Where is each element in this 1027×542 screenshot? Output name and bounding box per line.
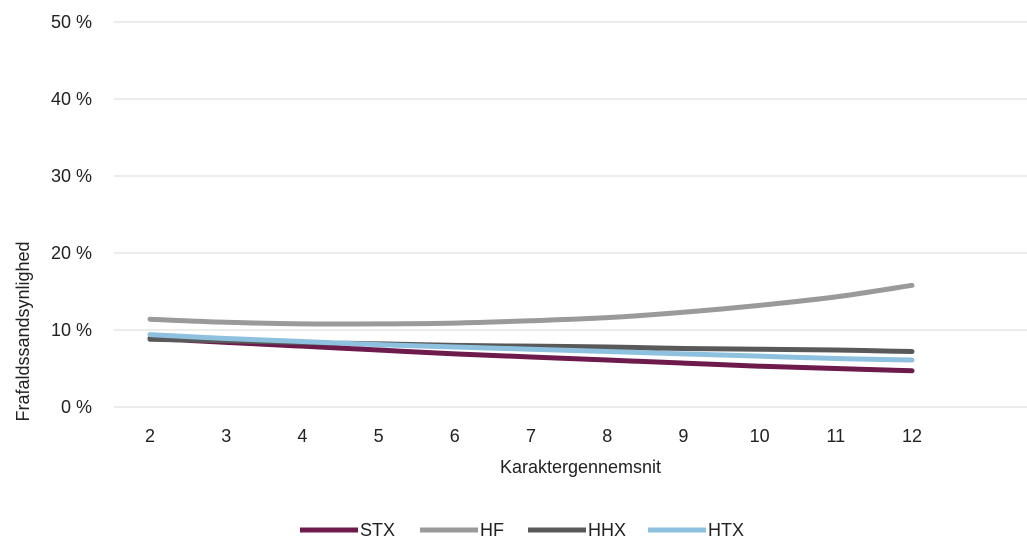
x-tick-label: 12 — [902, 426, 922, 446]
legend: STX HF HHX HTX — [300, 520, 744, 540]
y-axis-title: Frafaldssandsynlighed — [13, 241, 33, 421]
y-axis-ticks: 0 % 10 % 20 % 30 % 40 % 50 % — [51, 12, 92, 417]
series-line-htx — [147, 332, 915, 363]
x-tick-label: 8 — [602, 426, 612, 446]
x-axis-title: Karaktergennemsnit — [500, 457, 661, 477]
series-lines — [147, 282, 915, 374]
y-tick-label: 20 % — [51, 243, 92, 263]
x-tick-label: 5 — [374, 426, 384, 446]
x-tick-label: 11 — [826, 426, 845, 446]
series-line-hf — [147, 282, 915, 327]
legend-label-htx: HTX — [708, 520, 744, 540]
x-tick-label: 2 — [145, 426, 155, 446]
x-tick-label: 10 — [750, 426, 770, 446]
x-tick-label: 7 — [526, 426, 536, 446]
series-line-stx — [147, 335, 915, 374]
y-tick-label: 50 % — [51, 12, 92, 32]
x-tick-label: 9 — [678, 426, 688, 446]
legend-label-hhx: HHX — [588, 520, 626, 540]
y-tick-label: 10 % — [51, 320, 92, 340]
x-axis-ticks: 2 3 4 5 6 7 8 9 10 11 12 — [145, 426, 922, 446]
gridlines — [114, 21, 1027, 408]
y-tick-label: 30 % — [51, 166, 92, 186]
legend-label-hf: HF — [480, 520, 504, 540]
x-tick-label: 3 — [221, 426, 231, 446]
y-tick-label: 40 % — [51, 89, 92, 109]
y-tick-label: 0 % — [61, 397, 92, 417]
x-tick-label: 4 — [297, 426, 307, 446]
x-tick-label: 6 — [450, 426, 460, 446]
legend-label-stx: STX — [360, 520, 395, 540]
